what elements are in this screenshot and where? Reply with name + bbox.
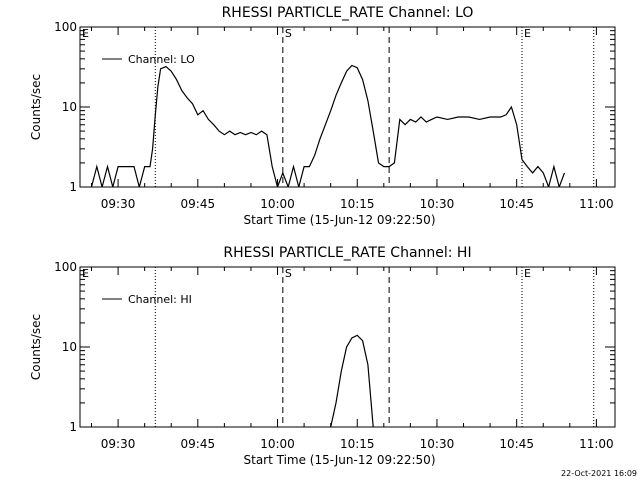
- y-tick-label: 10: [62, 340, 77, 354]
- chart-title: RHESSI PARTICLE_RATE Channel: LO: [222, 5, 474, 21]
- x-tick-label: 10:00: [260, 437, 295, 451]
- corner-marker-label: E: [82, 267, 89, 280]
- x-tick-label: 10:15: [340, 197, 375, 211]
- x-tick-label: 09:45: [181, 197, 216, 211]
- x-tick-label: 10:30: [420, 437, 455, 451]
- panel-hi: RHESSI PARTICLE_RATE Channel: HI 1 10 100 09…: [29, 245, 616, 467]
- x-axis-label: Start Time (15-Jun-12 09:22:50): [244, 213, 436, 227]
- x-tick-label: 10:45: [499, 437, 534, 451]
- x-tick-label: 10:30: [420, 197, 455, 211]
- y-tick-label: 1: [69, 420, 77, 434]
- footer-timestamp: 22-Oct-2021 16:09: [561, 469, 637, 478]
- x-tick-label: 10:45: [499, 197, 534, 211]
- x-tick-label: 09:30: [101, 197, 136, 211]
- y-tick-label: 1: [69, 180, 77, 194]
- event-marker-label: E: [524, 27, 531, 40]
- legend-entry: Channel: LO: [128, 53, 195, 66]
- series-line: [90, 64, 566, 187]
- plot-frame: [79, 26, 616, 188]
- chart-title: RHESSI PARTICLE_RATE Channel: HI: [223, 245, 471, 261]
- x-tick-label: 11:00: [579, 437, 614, 451]
- x-tick-label: 09:45: [181, 437, 216, 451]
- y-tick-label: 10: [62, 100, 77, 114]
- x-tick-label: 09:30: [101, 437, 136, 451]
- x-tick-label: 11:00: [579, 197, 614, 211]
- y-axis-label: Counts/sec: [29, 74, 43, 140]
- series-line: [330, 334, 374, 427]
- event-marker-label: S: [285, 267, 292, 280]
- x-axis-label: Start Time (15-Jun-12 09:22:50): [244, 453, 436, 467]
- x-tick-label: 10:15: [340, 437, 375, 451]
- corner-marker-label: E: [82, 27, 89, 40]
- y-tick-label: 100: [54, 20, 77, 34]
- y-tick-label: 100: [54, 260, 77, 274]
- event-marker-label: S: [285, 27, 292, 40]
- legend-entry: Channel: HI: [128, 293, 192, 306]
- plot-frame: [79, 266, 616, 428]
- y-axis-label: Counts/sec: [29, 314, 43, 380]
- panel-lo: RHESSI PARTICLE_RATE Channel: LO 1 10 100 09…: [29, 5, 616, 227]
- event-marker-label: E: [524, 267, 531, 280]
- x-tick-label: 10:00: [260, 197, 295, 211]
